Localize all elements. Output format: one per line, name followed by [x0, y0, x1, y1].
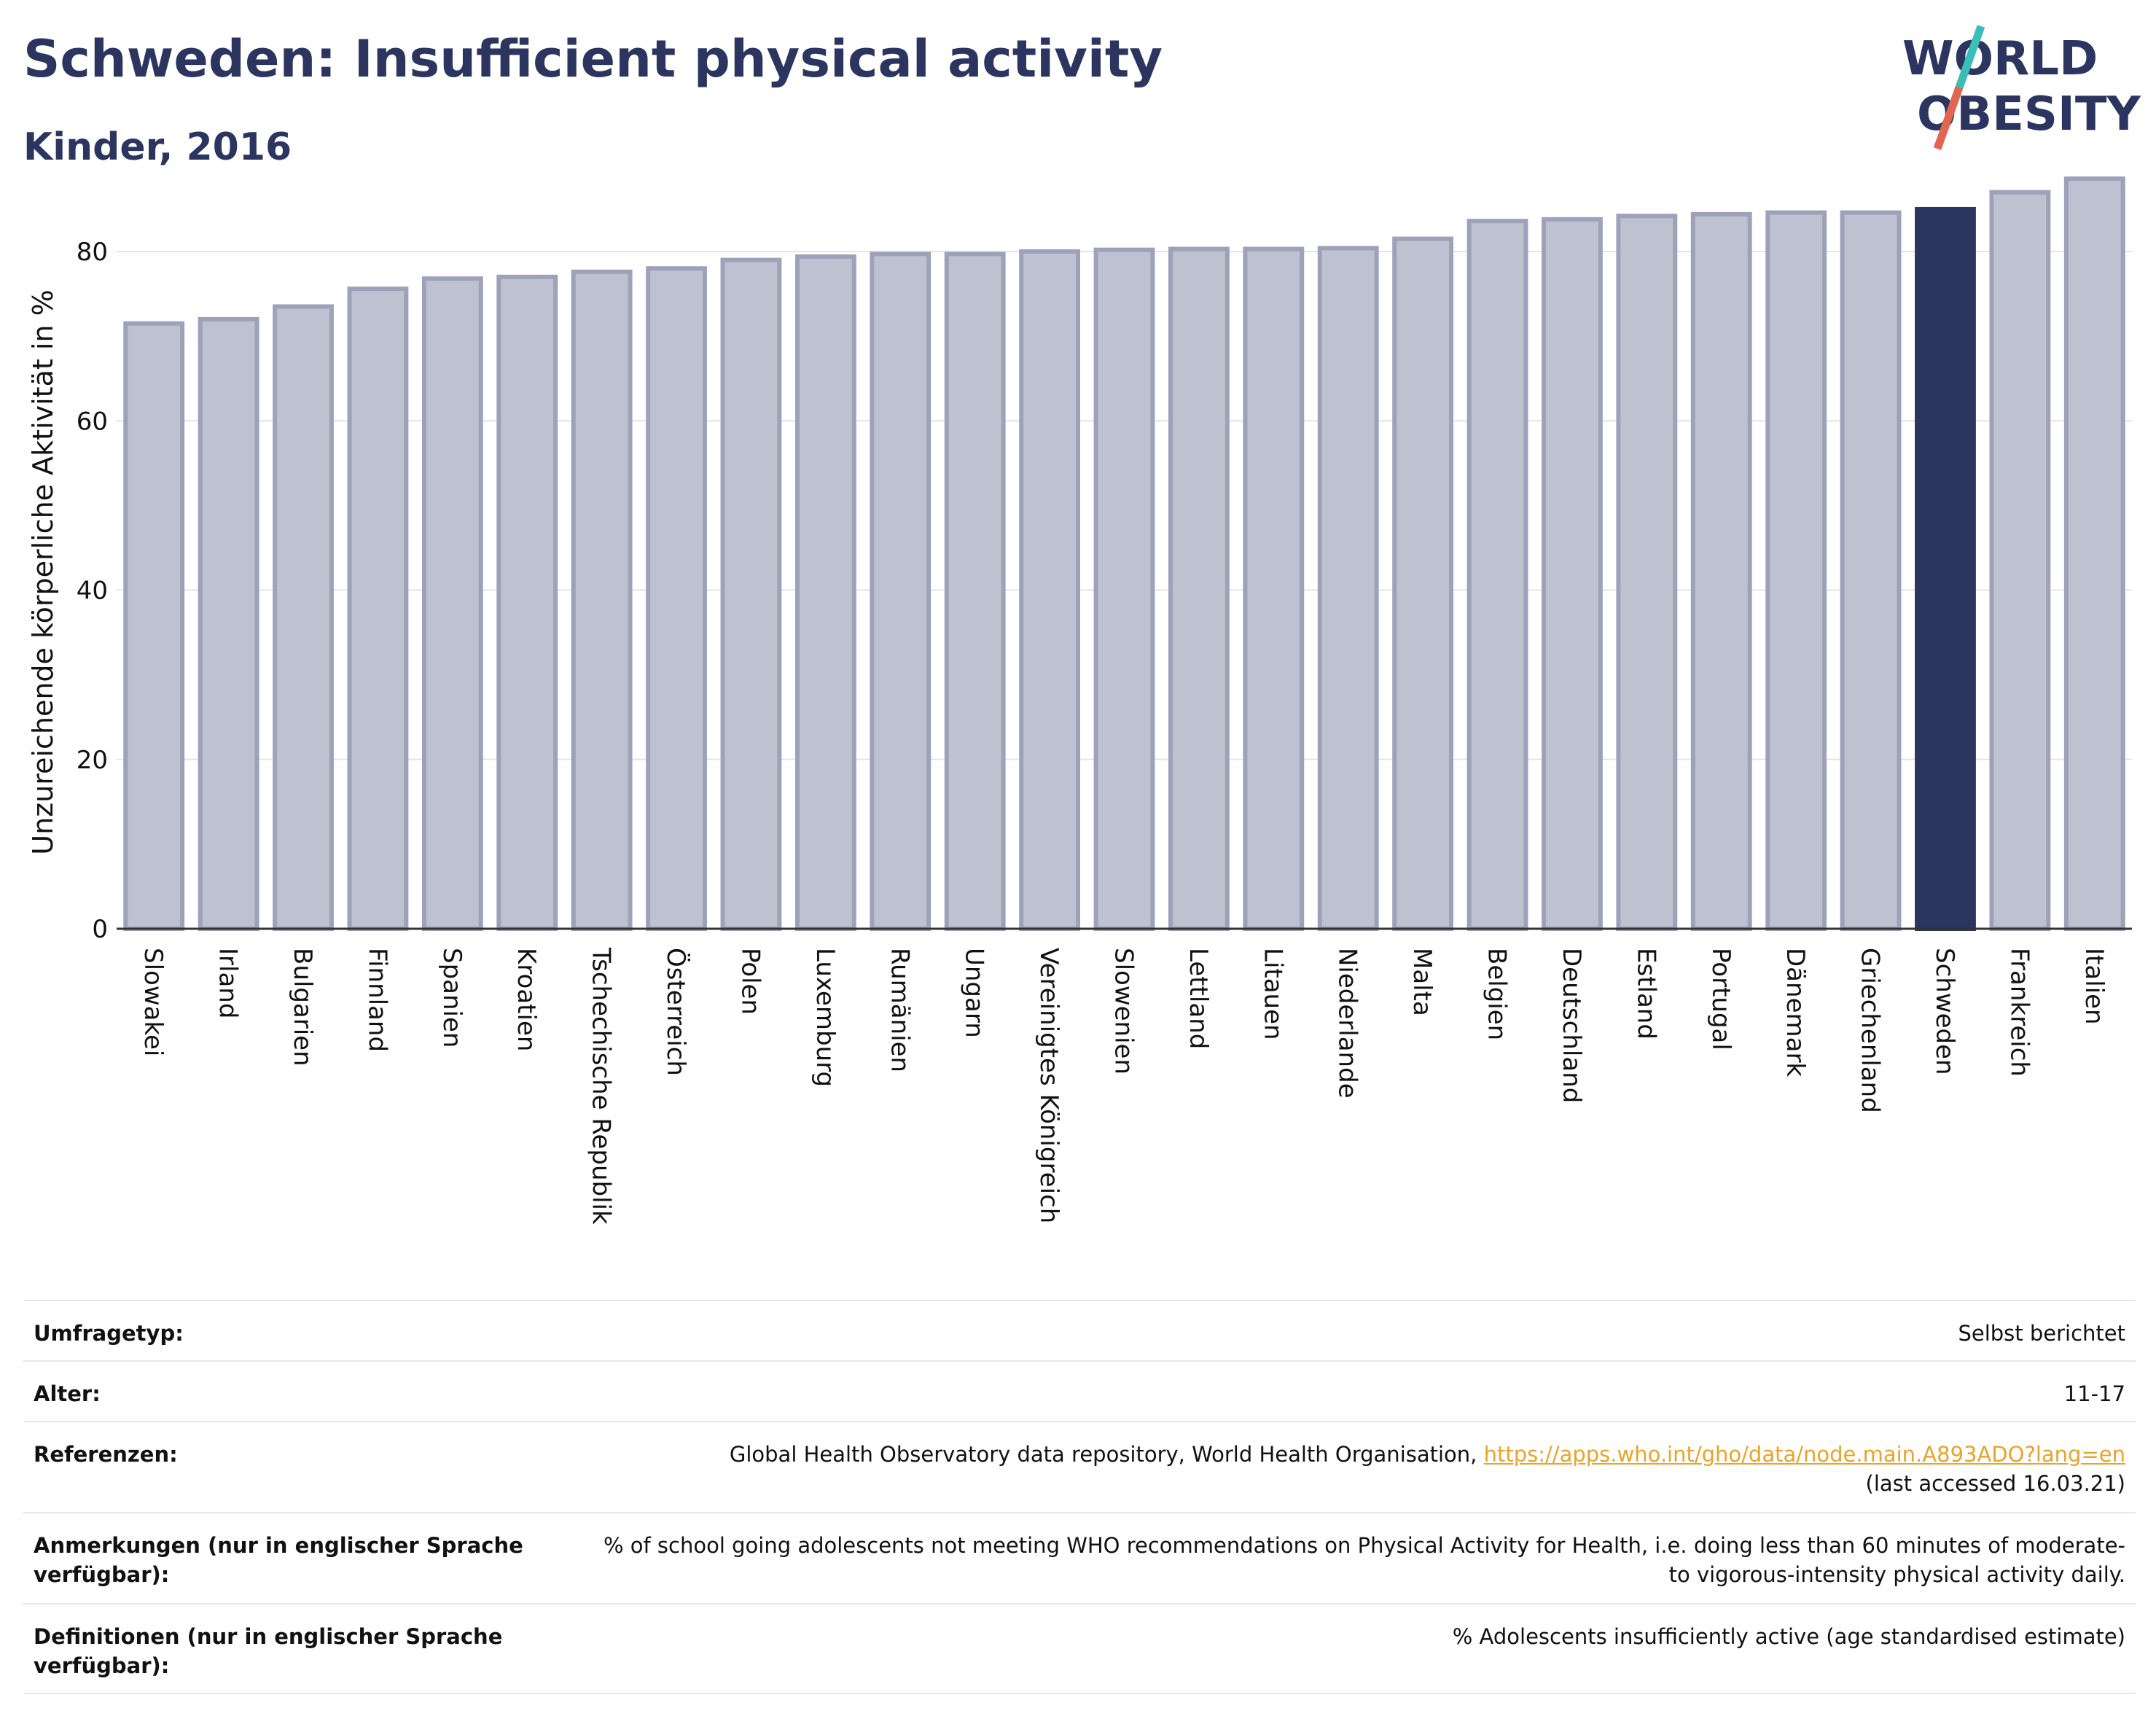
references-value: Global Health Observatory data repositor…	[558, 1440, 2125, 1498]
x-tick-label: Spanien	[437, 948, 466, 1048]
x-tick-label: Deutschland	[1557, 948, 1586, 1103]
world-obesity-logo: WORLD OBESITY	[1902, 25, 2141, 150]
x-tick-label: Estland	[1631, 948, 1660, 1040]
x-tick-label: Belgien	[1483, 948, 1512, 1040]
notes-value: % of school going adolescents not meetin…	[603, 1533, 2125, 1587]
references-text: Global Health Observatory data repositor…	[729, 1442, 1484, 1467]
chart-subtitle: Kinder, 2016	[23, 125, 292, 169]
survey-type-value: Selbst berichtet	[1958, 1321, 2125, 1346]
y-tick-label: 20	[77, 746, 108, 775]
bar-kroatien	[496, 274, 558, 931]
bar-österreich	[646, 266, 707, 932]
x-tick-label: Bulgarien	[288, 948, 317, 1067]
x-tick-label: Italien	[2079, 948, 2109, 1025]
bar-slowenien	[1093, 247, 1155, 931]
bar-rumänien	[870, 252, 931, 931]
bar-schweden	[1915, 206, 1976, 931]
age-label: Alter:	[34, 1381, 101, 1406]
bar-bulgarien	[273, 304, 334, 931]
row-definitions: Definitionen (nur in englischer Sprache …	[23, 1603, 2136, 1694]
chart-title: Schweden: Insufficient physical activity	[23, 29, 1163, 89]
bar-tschechische-republik	[571, 269, 633, 931]
notes-label: Anmerkungen (nur in englischer Sprache v…	[34, 1533, 523, 1587]
x-tick-label: Schweden	[1930, 948, 1959, 1075]
bar-niederlande	[1317, 246, 1379, 932]
bar-portugal	[1690, 211, 1752, 931]
x-tick-label: Litauen	[1258, 948, 1287, 1040]
x-tick-label: Dänemark	[1781, 948, 1810, 1077]
bar-estland	[1616, 214, 1678, 932]
bar-litauen	[1243, 246, 1305, 931]
x-tick-label: Luxemburg	[811, 948, 840, 1087]
bar-vereinigtes-königreich	[1019, 249, 1081, 931]
y-axis-title: Unzureichende körperliche Aktivität in %	[27, 289, 59, 854]
definitions-label: Definitionen (nur in englischer Sprache …	[34, 1624, 503, 1678]
y-tick-label: 60	[77, 407, 108, 436]
x-tick-label: Tschechische Republik	[587, 947, 616, 1225]
x-tick-label: Malta	[1407, 948, 1437, 1016]
bar-griechenland	[1840, 210, 1902, 931]
logo-slash-teal	[1955, 25, 1985, 89]
bar-slowakei	[123, 321, 185, 931]
bar-luxemburg	[794, 254, 856, 931]
bar-deutschland	[1542, 217, 1603, 931]
age-value: 11-17	[2063, 1381, 2125, 1406]
y-tick-label: 40	[77, 577, 108, 606]
y-tick-label: 80	[77, 238, 108, 267]
x-tick-label: Kroatien	[512, 948, 541, 1051]
bar-irland	[198, 316, 259, 931]
row-survey-type: Umfragetyp: Selbst berichtet	[23, 1300, 2136, 1360]
bar-finnland	[347, 286, 409, 932]
x-tick-label: Slowakei	[138, 948, 168, 1056]
metadata-table: Umfragetyp: Selbst berichtet Alter: 11-1…	[23, 1300, 2136, 1694]
bar-malta	[1392, 236, 1454, 931]
survey-type-label: Umfragetyp:	[34, 1321, 184, 1346]
x-tick-label: Lettland	[1184, 948, 1213, 1049]
x-axis-ticks: Slowakei Irland Bulgarien Finnland Spanien Kr…	[138, 947, 2109, 1225]
row-age: Alter: 11-17	[23, 1360, 2136, 1421]
x-tick-label: Portugal	[1706, 948, 1735, 1050]
references-link[interactable]: https://apps.who.int/gho/data/node.main.…	[1483, 1442, 2125, 1467]
x-tick-label: Frankreich	[2004, 948, 2034, 1077]
x-tick-label: Slowenien	[1109, 948, 1138, 1075]
references-accessed: (last accessed 16.03.21)	[1865, 1471, 2125, 1496]
definitions-value: % Adolescents insufficiently active (age…	[1452, 1624, 2125, 1649]
bar-ungarn	[944, 252, 1006, 931]
y-tick-label: 0	[92, 915, 108, 944]
bars	[123, 176, 2125, 932]
bar-dänemark	[1765, 210, 1827, 931]
x-tick-label: Finnland	[362, 948, 391, 1052]
bar-belgien	[1466, 219, 1528, 931]
x-tick-label: Rumänien	[885, 948, 914, 1072]
row-notes: Anmerkungen (nur in englischer Sprache v…	[23, 1512, 2136, 1603]
row-references: Referenzen: Global Health Observatory da…	[23, 1421, 2136, 1512]
bar-italien	[2063, 176, 2125, 932]
bar-polen	[720, 257, 782, 931]
x-tick-label: Irland	[214, 948, 243, 1018]
x-tick-label: Vereinigtes Königreich	[1034, 948, 1063, 1223]
bar-spanien	[421, 276, 483, 932]
x-tick-label: Ungarn	[960, 948, 989, 1038]
bar-lettland	[1168, 246, 1230, 931]
x-tick-label: Griechenland	[1856, 948, 1885, 1113]
x-tick-label: Niederlande	[1333, 948, 1362, 1099]
bar-frankreich	[1989, 190, 2051, 931]
y-axis-ticks: 0 20 40 60 80	[77, 238, 108, 944]
logo-slash-red	[1933, 86, 1964, 150]
bar-chart: 0 20 40 60 80 Slowakei Irland Bulgarien Finnlan…	[27, 176, 2132, 1225]
x-tick-label: Österreich	[661, 948, 691, 1076]
logo-line1: WORLD	[1902, 32, 2098, 86]
references-label: Referenzen:	[34, 1442, 178, 1467]
x-tick-label: Polen	[735, 948, 765, 1015]
